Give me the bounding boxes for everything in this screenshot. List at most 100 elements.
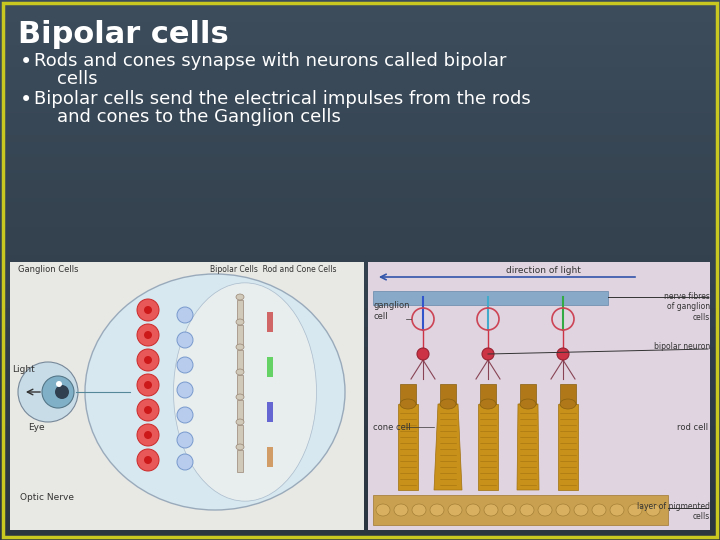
- Bar: [0, 199, 720, 200]
- Bar: [0, 92, 720, 93]
- Bar: [0, 361, 720, 362]
- Bar: [0, 18, 720, 19]
- Circle shape: [177, 407, 193, 423]
- Bar: [0, 418, 720, 419]
- Bar: [0, 136, 720, 137]
- Circle shape: [144, 456, 152, 464]
- Bar: [0, 513, 720, 514]
- Bar: [0, 213, 720, 214]
- Bar: [0, 67, 720, 68]
- Bar: [0, 387, 720, 388]
- Bar: [0, 262, 720, 263]
- Bar: [0, 416, 720, 417]
- Bar: [398, 404, 418, 490]
- Bar: [0, 384, 720, 385]
- Ellipse shape: [448, 504, 462, 516]
- Bar: [0, 174, 720, 175]
- Bar: [0, 197, 720, 198]
- Bar: [0, 53, 720, 54]
- Ellipse shape: [236, 369, 244, 375]
- Bar: [0, 191, 720, 192]
- Circle shape: [144, 356, 152, 364]
- Bar: [0, 393, 720, 394]
- Bar: [0, 539, 720, 540]
- Bar: [0, 266, 720, 267]
- Bar: [0, 7, 720, 8]
- Bar: [0, 24, 720, 25]
- Bar: [0, 41, 720, 42]
- Text: nerve fibres
of ganglion
cells: nerve fibres of ganglion cells: [664, 292, 710, 322]
- Bar: [0, 30, 720, 31]
- Bar: [0, 81, 720, 82]
- Bar: [237, 450, 243, 472]
- Bar: [0, 147, 720, 148]
- Bar: [0, 104, 720, 105]
- Bar: [0, 247, 720, 248]
- Circle shape: [557, 348, 569, 360]
- Circle shape: [144, 306, 152, 314]
- Ellipse shape: [610, 504, 624, 516]
- Bar: [0, 77, 720, 78]
- Bar: [0, 531, 720, 532]
- Bar: [0, 364, 720, 365]
- Ellipse shape: [574, 504, 588, 516]
- Bar: [0, 456, 720, 457]
- Bar: [0, 471, 720, 472]
- Bar: [0, 290, 720, 291]
- Bar: [0, 90, 720, 91]
- Bar: [0, 451, 720, 452]
- Bar: [0, 326, 720, 327]
- Bar: [0, 47, 720, 48]
- Bar: [480, 384, 496, 404]
- Bar: [0, 88, 720, 89]
- Bar: [0, 457, 720, 458]
- Bar: [0, 495, 720, 496]
- Ellipse shape: [236, 394, 244, 400]
- Bar: [0, 517, 720, 518]
- Bar: [0, 273, 720, 274]
- Text: bipolar neuron: bipolar neuron: [654, 342, 710, 351]
- Bar: [0, 423, 720, 424]
- Bar: [0, 32, 720, 33]
- Bar: [0, 365, 720, 366]
- Bar: [0, 250, 720, 251]
- Bar: [0, 203, 720, 204]
- Bar: [0, 29, 720, 30]
- Bar: [0, 474, 720, 475]
- Bar: [0, 285, 720, 286]
- Bar: [0, 368, 720, 369]
- Bar: [0, 117, 720, 118]
- Bar: [0, 530, 720, 531]
- Bar: [0, 219, 720, 220]
- Bar: [0, 170, 720, 171]
- Bar: [0, 371, 720, 372]
- Bar: [0, 335, 720, 336]
- Bar: [0, 209, 720, 210]
- Bar: [0, 123, 720, 124]
- Bar: [0, 432, 720, 433]
- Bar: [0, 338, 720, 339]
- Bar: [0, 347, 720, 348]
- Bar: [0, 515, 720, 516]
- Bar: [0, 235, 720, 236]
- Bar: [0, 0, 720, 1]
- Bar: [0, 316, 720, 317]
- Ellipse shape: [592, 504, 606, 516]
- Bar: [0, 103, 720, 104]
- Bar: [267, 312, 273, 332]
- Bar: [0, 280, 720, 281]
- Bar: [0, 447, 720, 448]
- Text: •: •: [20, 52, 32, 72]
- Bar: [0, 194, 720, 195]
- Ellipse shape: [520, 504, 534, 516]
- Bar: [0, 355, 720, 356]
- Bar: [0, 268, 720, 269]
- Bar: [0, 475, 720, 476]
- Bar: [0, 344, 720, 345]
- Bar: [0, 460, 720, 461]
- Bar: [0, 312, 720, 313]
- Bar: [0, 177, 720, 178]
- Bar: [0, 380, 720, 381]
- Circle shape: [137, 449, 159, 471]
- Circle shape: [177, 432, 193, 448]
